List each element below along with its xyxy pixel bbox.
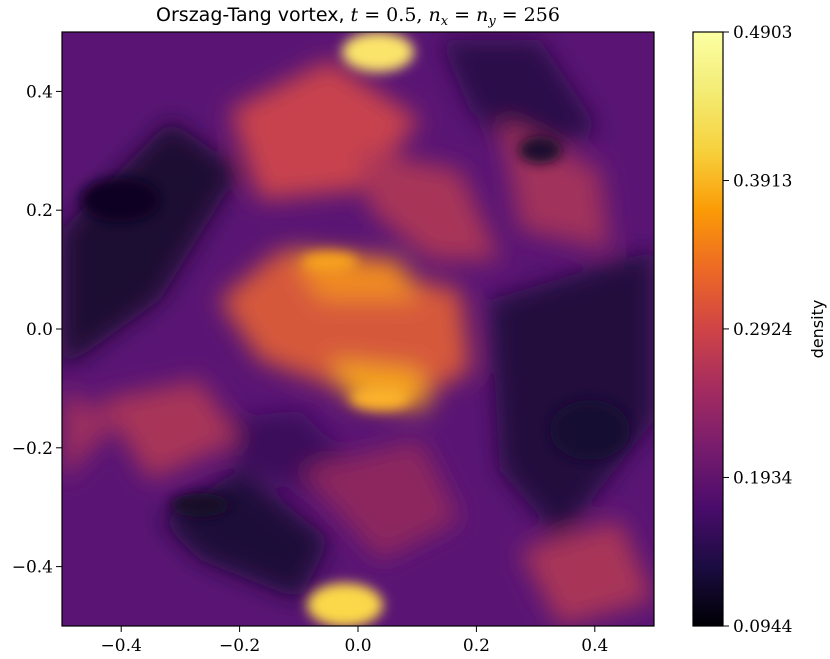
y-tick-label: 0.2 <box>26 201 53 221</box>
title-eq2: = 256 <box>496 4 560 26</box>
colorbar-tick-label: 0.0944 <box>733 617 792 637</box>
title-t-var: t <box>351 4 359 26</box>
density-heatmap <box>62 32 654 626</box>
title-nx-var: n <box>428 4 440 26</box>
y-axis: −0.4 −0.2 0.0 0.2 0.4 <box>12 82 62 578</box>
x-tick-label: 0.4 <box>581 636 608 656</box>
x-tick-label: −0.4 <box>101 636 142 656</box>
y-tick-label: −0.2 <box>12 439 53 459</box>
colorbar-ticks: 0.0944 0.1934 0.2924 0.3913 0.4903 <box>723 23 792 637</box>
colorbar-tick-label: 0.4903 <box>733 23 792 43</box>
x-tick-label: −0.2 <box>219 636 260 656</box>
colorbar: 0.0944 0.1934 0.2924 0.3913 0.4903 density <box>692 23 827 637</box>
title-nx-sub: x <box>441 14 449 29</box>
colorbar-gradient <box>693 32 723 626</box>
y-tick-label: −0.4 <box>12 558 53 578</box>
x-tick-label: 0.2 <box>463 636 490 656</box>
title-eq1: = <box>448 4 476 26</box>
colorbar-tick-label: 0.1934 <box>733 468 792 488</box>
colorbar-tick-label: 0.2924 <box>733 320 792 340</box>
chart-title: Orszag-Tang vortex, t = 0.5, nx = ny = 2… <box>156 4 560 29</box>
colorbar-label: density <box>808 300 827 359</box>
y-tick-label: 0.4 <box>26 82 53 102</box>
y-tick-label: 0.0 <box>26 320 53 340</box>
x-tick-label: 0.0 <box>344 636 371 656</box>
title-ny-sub: y <box>487 14 496 29</box>
x-axis: −0.4 −0.2 0.0 0.2 0.4 <box>101 626 608 656</box>
title-ny-var: n <box>476 4 488 26</box>
title-t-eq: = 0.5, <box>358 4 428 26</box>
title-prefix: Orszag-Tang vortex, <box>156 4 351 26</box>
colorbar-tick-label: 0.3913 <box>733 172 792 192</box>
